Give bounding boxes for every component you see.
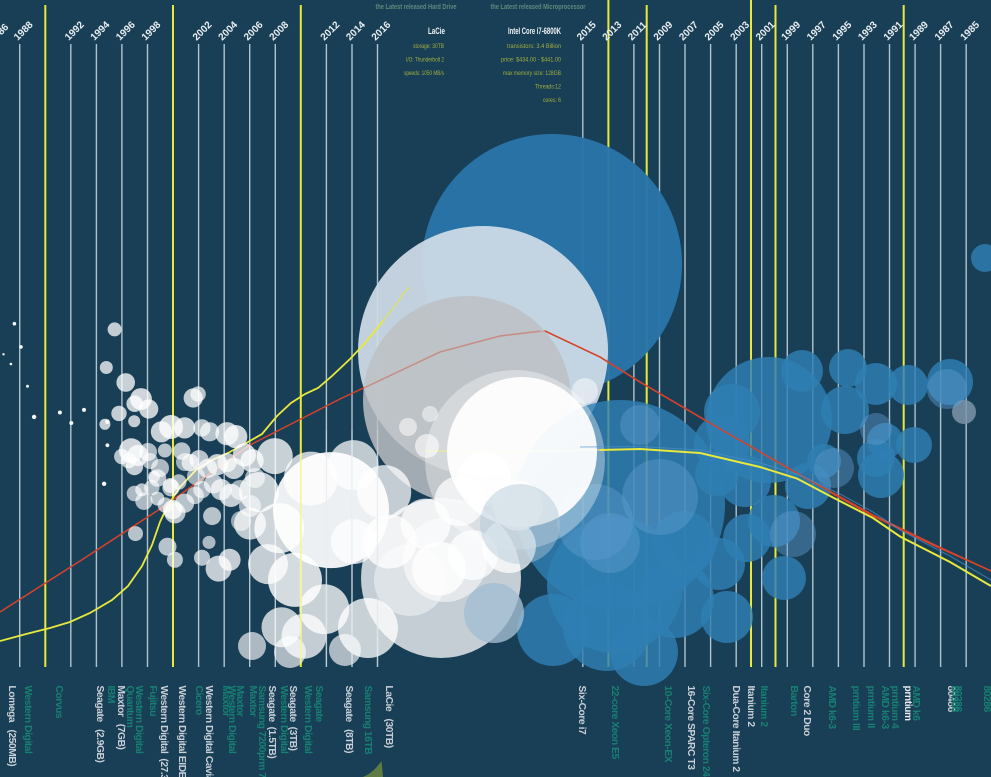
svg-text:Maxtor: Maxtor (247, 686, 258, 717)
svg-text:Dua-Core Itanium 2: Dua-Core Itanium 2 (730, 686, 741, 773)
svg-text:Lomega (250MB): Lomega (250MB) (6, 686, 17, 767)
svg-text:Seagate (3TB): Seagate (3TB) (287, 686, 298, 751)
svg-text:Western Digital: Western Digital (133, 686, 144, 755)
svg-text:Quantum: Quantum (124, 686, 135, 728)
svg-text:the Latest released Microproce: the Latest released Microprocessor (491, 2, 586, 11)
svg-text:Barton: Barton (788, 686, 799, 717)
svg-text:Itanium 2: Itanium 2 (745, 686, 756, 728)
svg-text:Samsung 16TB: Samsung 16TB (362, 686, 373, 755)
svg-text:Western Digital: Western Digital (226, 686, 237, 755)
svg-text:I/O: Thunderbolt 2: I/O: Thunderbolt 2 (406, 57, 444, 64)
svg-text:cores: 6: cores: 6 (543, 97, 561, 104)
svg-text:16-Core SPARC T3: 16-Core SPARC T3 (685, 686, 696, 771)
svg-text:Corvus: Corvus (53, 686, 64, 719)
svg-text:Western Digital: Western Digital (22, 686, 33, 755)
svg-text:Seagate (8TB): Seagate (8TB) (343, 686, 354, 754)
svg-text:AMD k6-3: AMD k6-3 (879, 686, 890, 730)
svg-text:AMD k6-3: AMD k6-3 (826, 686, 837, 730)
svg-text:80386: 80386 (949, 686, 960, 713)
svg-text:Seagate: Seagate (313, 686, 324, 723)
svg-text:86: 86 (0, 22, 11, 38)
svg-text:Maxtor: Maxtor (220, 686, 231, 717)
svg-text:LaCie (30TB): LaCie (30TB) (383, 686, 394, 748)
svg-text:Western Digital EIDE: Western Digital EIDE (176, 686, 187, 777)
svg-text:prntium II: prntium II (865, 686, 876, 729)
svg-text:22-core Xeon E5: 22-core Xeon E5 (609, 686, 620, 760)
svg-text:Threads:12: Threads:12 (535, 84, 561, 91)
svg-text:Core 2 Duo: Core 2 Duo (801, 686, 812, 737)
svg-text:Samsung 7200prm 7: Samsung 7200prm 7 (256, 686, 267, 777)
svg-text:Western Digital Cavia: Western Digital Cavia (203, 686, 214, 777)
svg-text:Western Digital (27.3: Western Digital (27.3 (158, 686, 169, 777)
svg-text:80486: 80486 (945, 686, 956, 713)
svg-text:Six-Core Opteron 24: Six-Core Opteron 24 (700, 686, 711, 777)
svg-text:IBM: IBM (105, 686, 116, 703)
svg-text:price: $434.00 - $441.00: price: $434.00 - $441.00 (501, 57, 561, 64)
svg-text:Six-Core i7: Six-Core i7 (576, 686, 587, 736)
svg-text:Itanium 2: Itanium 2 (758, 686, 769, 728)
svg-text:prntium: prntium (902, 686, 913, 721)
svg-text:prntium III: prntium III (850, 686, 861, 731)
svg-text:80286: 80286 (981, 686, 991, 713)
svg-text:AMD k6: AMD k6 (910, 686, 921, 722)
svg-text:prntium 4: prntium 4 (889, 686, 900, 730)
svg-text:transistors: 3.4 Billion: transistors: 3.4 Billion (507, 43, 561, 50)
svg-text:Intel Core i7-6800K: Intel Core i7-6800K (508, 26, 561, 36)
svg-text:Maxtor: Maxtor (234, 686, 245, 717)
svg-text:the Latest released Hard Drive: the Latest released Hard Drive (376, 2, 457, 11)
svg-text:storage: 30TB: storage: 30TB (413, 43, 444, 50)
svg-text:80286: 80286 (952, 686, 963, 713)
svg-text:Western Digital: Western Digital (302, 686, 313, 755)
svg-text:Western Digital: Western Digital (278, 686, 289, 755)
svg-text:Seagate (2.9GB): Seagate (2.9GB) (94, 686, 105, 763)
svg-text:max memory size: 128GB: max memory size: 128GB (503, 70, 561, 77)
svg-text:10-Core Xeon-EX: 10-Core Xeon-EX (662, 686, 673, 763)
svg-text:speeds: 1050 MB/s: speeds: 1050 MB/s (404, 70, 445, 77)
svg-text:LaCie: LaCie (428, 26, 445, 36)
svg-text:Maxtor (7GB): Maxtor (7GB) (115, 686, 126, 750)
svg-text:Fujitsu: Fujitsu (147, 686, 158, 717)
svg-text:Cicero: Cicero (193, 686, 204, 715)
svg-text:Seagate (1.5TB): Seagate (1.5TB) (266, 686, 277, 759)
